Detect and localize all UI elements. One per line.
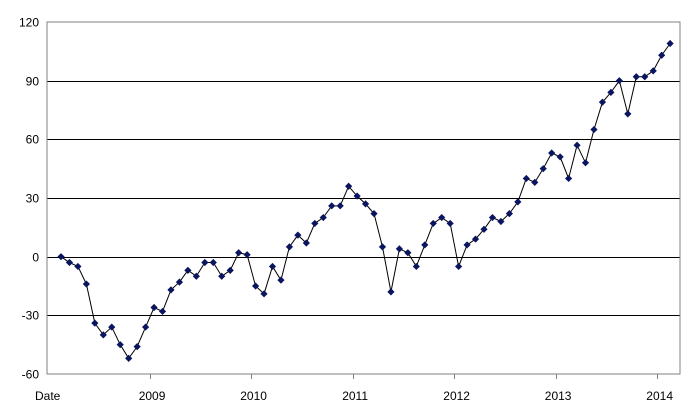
data-point [607,88,615,96]
data-point [311,219,319,228]
data-point [319,213,327,222]
data-point [302,239,310,247]
data-point [471,235,480,243]
data-point [548,149,556,157]
data-point [184,266,192,274]
data-point [235,249,243,257]
data-point [226,266,234,274]
x-tick-label: Date [35,389,61,403]
y-tick-label: 90 [26,75,40,89]
data-point [497,217,505,226]
x-tick-label: 2010 [240,389,267,403]
y-tick-label: 120 [19,16,39,30]
data-point [488,213,497,222]
data-point [514,198,522,206]
data-point [57,253,65,261]
data-point [565,174,573,183]
data-point [277,276,285,284]
data-point [370,210,378,218]
data-point [666,39,674,48]
data-point [74,262,82,271]
x-tick-label: 2009 [139,389,166,403]
data-point [429,219,437,228]
y-tick-label: 30 [26,192,40,206]
data-point [539,165,547,173]
data-point [218,272,226,280]
data-point [361,200,370,208]
y-tick-label: -30 [22,309,40,323]
x-tick-label: 2013 [545,389,572,403]
data-point [133,343,141,351]
data-point [192,272,200,280]
y-axis-tick-labels: 120 90 60 30 0 -30 -60 [19,16,39,382]
data-point [243,251,251,259]
data-point [624,110,632,118]
data-point [632,73,640,81]
data-point [108,323,116,331]
data-point [598,98,607,106]
y-tick-label: -60 [22,368,40,382]
data-point [158,307,167,316]
data-point [209,258,217,267]
data-point [446,219,454,228]
data-point [99,331,107,339]
data-point [294,231,302,239]
data-point [387,288,395,296]
data-point [82,280,90,288]
data-point [285,243,294,251]
data-point [201,258,209,267]
data-point [404,249,412,257]
data-point [395,245,403,253]
data-point [116,341,124,349]
data-point [455,262,463,271]
x-tick-label: 2014 [646,389,673,403]
x-axis-ticks [150,374,658,379]
x-axis-tick-labels: Date 2009 2010 2011 2012 2013 2014 [35,389,673,403]
plot-area-frame [46,21,681,375]
y-tick-label: 0 [32,251,39,265]
data-point [412,262,420,271]
data-point [328,202,336,210]
data-point [260,290,268,298]
data-point [175,278,184,286]
data-point [142,323,150,331]
x-tick-label: 2012 [443,389,470,403]
data-point [125,354,133,362]
data-point [581,159,590,167]
data-point [641,73,649,81]
data-point [353,192,361,200]
data-point [251,282,260,290]
data-point [556,153,564,161]
data-point [150,303,158,312]
data-point [91,319,99,327]
data-point [505,210,513,218]
data-point [438,213,446,222]
data-point [658,51,666,59]
data-point [531,178,539,186]
data-point [590,125,598,134]
data-point [378,243,387,251]
data-point [463,241,471,249]
data-point [336,202,344,210]
data-point [345,182,353,190]
y-tick-label: 60 [26,133,40,147]
data-point [522,174,530,183]
horizontal-gridlines [47,81,680,316]
data-point [421,241,429,249]
series-markers [57,39,674,362]
data-point [268,262,277,271]
data-point [615,77,623,85]
x-tick-label: 2011 [342,389,368,403]
data-point [649,67,657,75]
data-point [573,141,581,149]
data-point [480,225,488,233]
data-point [65,258,74,267]
data-point [167,286,175,294]
